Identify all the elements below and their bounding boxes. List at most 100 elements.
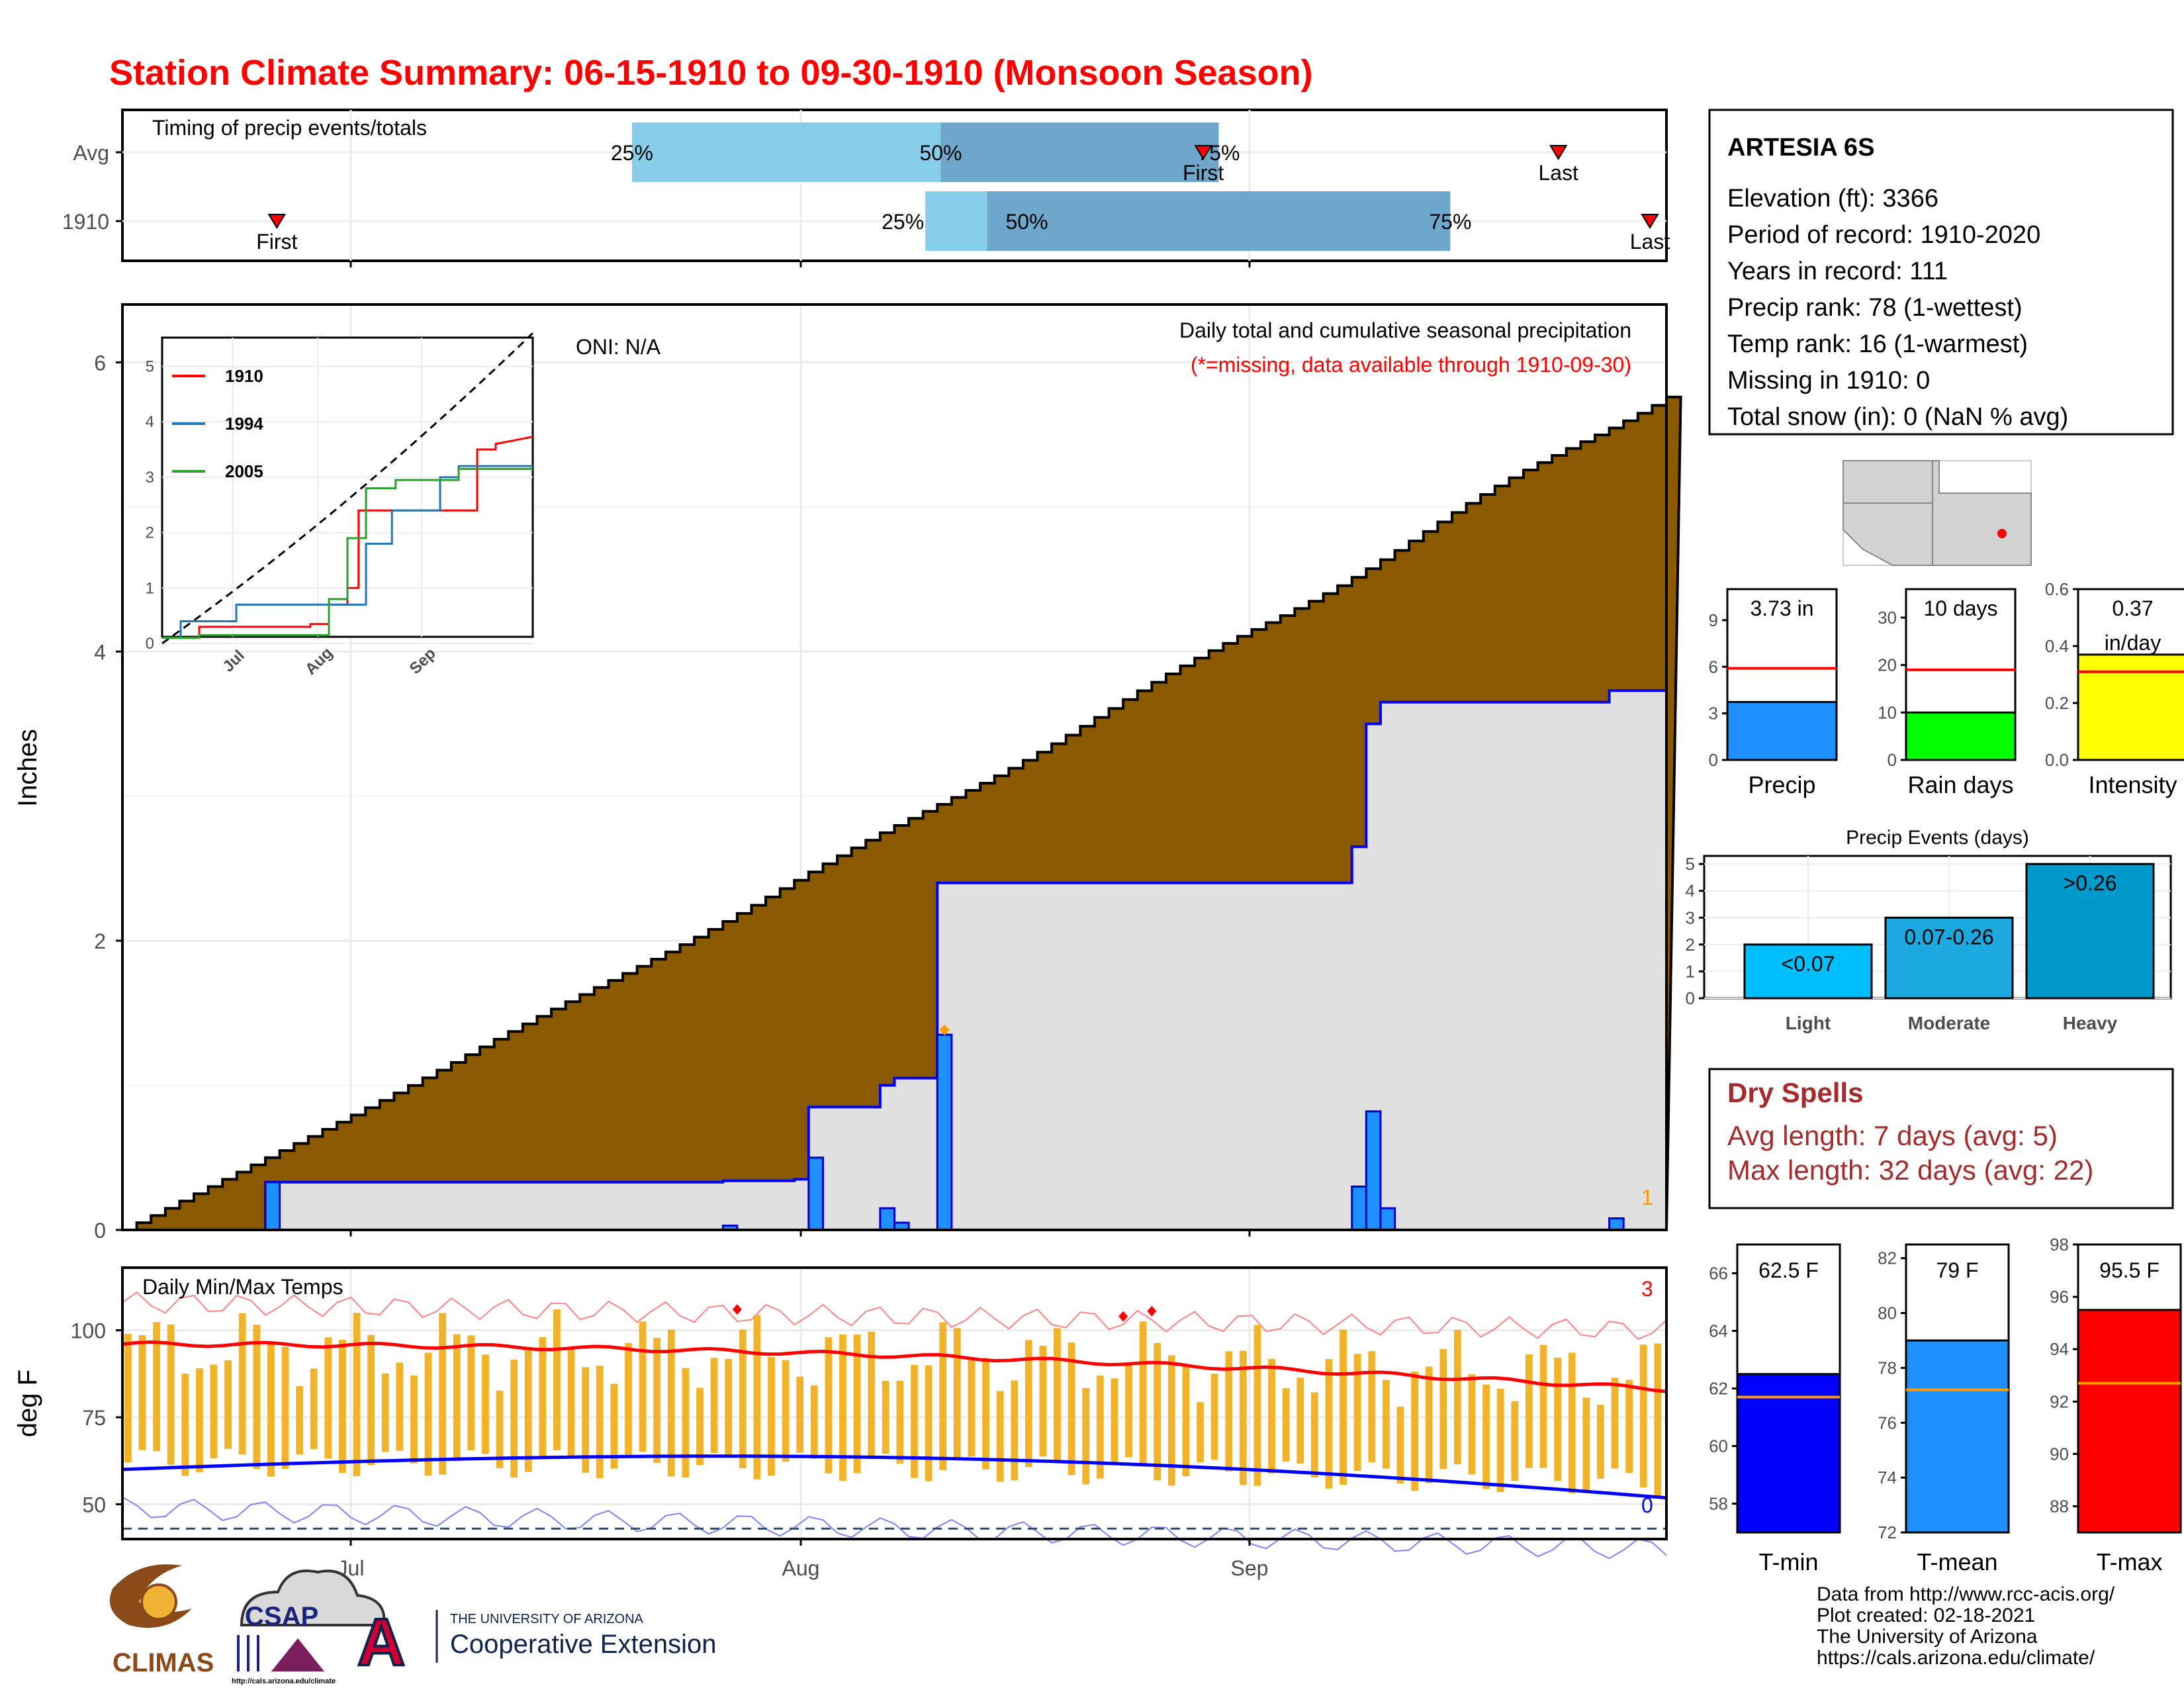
events-bar xyxy=(1743,943,1873,1000)
daily-temp-bar xyxy=(1396,1406,1404,1484)
ua-logo: A THE UNIVERSITY OF ARIZONA Cooperative … xyxy=(356,1604,716,1681)
timing-row-label: 1910 xyxy=(62,210,109,234)
daily-temp-bar xyxy=(453,1334,461,1462)
record-marker xyxy=(939,1024,950,1035)
temp-xtick: Aug xyxy=(782,1556,820,1580)
temp-panel-tick: 82 xyxy=(1878,1248,1897,1268)
mini-panel-value: 3.73 in xyxy=(1750,596,1813,620)
daily-temp-bar xyxy=(439,1313,447,1475)
timing-bar-25-50 xyxy=(925,191,987,251)
inset-legend-label: 2005 xyxy=(225,461,263,481)
mini-panel-tick: 20 xyxy=(1878,655,1897,675)
timing-first-marker xyxy=(267,214,287,229)
inset-ytick: 2 xyxy=(146,524,154,542)
temp-panel-tick: 96 xyxy=(2050,1287,2069,1307)
temp-panel-bar xyxy=(2077,1309,2182,1534)
daily-temp-bar xyxy=(238,1313,246,1455)
station-info-line: Temp rank: 16 (1-warmest) xyxy=(1727,330,2028,358)
daily-temp-bar xyxy=(324,1337,332,1459)
daily-temp-bar xyxy=(1353,1354,1361,1472)
daily-temp-bar xyxy=(1239,1350,1247,1485)
page-title: Station Climate Summary: 06-15-1910 to 0… xyxy=(109,53,1313,93)
inset-ytick: 3 xyxy=(146,469,154,487)
daily-temp-bar xyxy=(1468,1374,1476,1475)
temp-xtick: Sep xyxy=(1231,1556,1269,1580)
temp-panel-tick: 98 xyxy=(2050,1235,2069,1254)
events-ytick: 1 xyxy=(1686,961,1695,981)
daily-temp-bar xyxy=(1340,1329,1347,1485)
daily-precip-bar xyxy=(1351,1185,1367,1231)
events-bar-label: >0.26 xyxy=(2064,871,2117,895)
events-ytick: 4 xyxy=(1686,881,1695,901)
record-min-line xyxy=(122,1497,1667,1560)
ua-letter: A xyxy=(357,1605,405,1679)
inset-legend-label: 1910 xyxy=(225,366,263,386)
events-bar-label: <0.07 xyxy=(1782,952,1835,976)
temp-panel-bar xyxy=(1905,1339,2010,1534)
footer-credits: Data from http://www.rcc-acis.org/ Plot … xyxy=(1817,1583,2115,1669)
daily-temp-bar xyxy=(1125,1364,1132,1458)
events-xtick: Moderate xyxy=(1908,1013,1990,1033)
timing-panel: Timing of precip events/totals Avg 25% 50%… xyxy=(62,109,1670,267)
timing-last-label: Last xyxy=(1630,230,1670,254)
timing-first-label: First xyxy=(1183,161,1224,185)
mini-panel-tick: 10 xyxy=(1878,702,1897,722)
daily-temp-bar xyxy=(310,1368,318,1450)
temp-ylabel: deg F xyxy=(13,1370,42,1437)
timing-first-marker xyxy=(1194,145,1212,160)
timing-label: Timing of precip events/totals xyxy=(152,116,427,140)
daily-temp-bar xyxy=(524,1347,532,1472)
daily-temp-bar xyxy=(653,1338,661,1464)
events-xtick: Heavy xyxy=(2063,1013,2118,1033)
daily-temp-bar xyxy=(1197,1402,1204,1463)
ua-logo-small: THE UNIVERSITY OF ARIZONA xyxy=(450,1612,644,1626)
timing-bar-50-75 xyxy=(987,191,1451,251)
avg-min-line xyxy=(122,1454,1667,1500)
record-high-marker xyxy=(1147,1305,1157,1317)
inset-legend-label: 1994 xyxy=(225,414,263,434)
events-title: Precip Events (days) xyxy=(1846,827,2029,849)
daily-temp-bar xyxy=(167,1324,175,1465)
daily-temp-bar xyxy=(1611,1378,1619,1469)
daily-precip-bar xyxy=(936,1033,953,1231)
timing-last-marker xyxy=(1549,145,1568,160)
daily-temp-bar xyxy=(1225,1351,1233,1472)
timing-last-label: Last xyxy=(1538,161,1578,185)
daily-temp-bar xyxy=(839,1334,846,1481)
climas-logo-text: CLIMAS xyxy=(113,1648,214,1677)
temp-panel-tick: 88 xyxy=(2050,1496,2069,1516)
temp-top-count: 3 xyxy=(1641,1277,1653,1301)
daily-temp-bar xyxy=(1582,1397,1590,1492)
daily-temp-bar xyxy=(1439,1348,1447,1470)
daily-temp-bar xyxy=(825,1337,833,1474)
daily-temp-bar xyxy=(1482,1384,1490,1489)
missing-note: (*=missing, data available through 1910-… xyxy=(1191,353,1631,377)
daily-temp-bar xyxy=(1539,1344,1547,1468)
daily-temp-bar xyxy=(196,1368,203,1473)
events-bar xyxy=(1884,916,2014,1000)
daily-temp-bar xyxy=(1639,1344,1647,1488)
daily-precip-bar xyxy=(807,1156,824,1231)
temp-panel-tick: 92 xyxy=(2050,1391,2069,1411)
daily-temp-bar xyxy=(1139,1321,1147,1466)
daily-temp-bar xyxy=(1411,1371,1418,1491)
daily-temp-bar xyxy=(710,1358,718,1454)
station-info-line: Precip rank: 78 (1-wettest) xyxy=(1727,294,2023,322)
daily-temp-bar xyxy=(953,1328,961,1458)
temp-panel-tick: 58 xyxy=(1709,1494,1728,1514)
precip-ytick: 0 xyxy=(94,1219,106,1243)
mini-panel-tick: 0.4 xyxy=(2045,636,2069,656)
daily-precip-bar xyxy=(1379,1207,1396,1231)
daily-temp-bar xyxy=(667,1329,675,1477)
record-max-line xyxy=(122,1291,1667,1340)
oni-label: ONI: N/A xyxy=(576,335,661,359)
mini-panel-tick: 0 xyxy=(1888,750,1897,770)
events-xtick: Light xyxy=(1786,1013,1831,1033)
daily-temp-bar xyxy=(1253,1325,1261,1486)
daily-temp-bar xyxy=(768,1356,775,1476)
inset-average-line xyxy=(161,332,534,645)
daily-temp-bar xyxy=(868,1331,876,1459)
daily-temp-bar xyxy=(1282,1388,1290,1462)
precip-ytick: 4 xyxy=(94,640,106,664)
avg-max-line xyxy=(122,1340,1667,1393)
